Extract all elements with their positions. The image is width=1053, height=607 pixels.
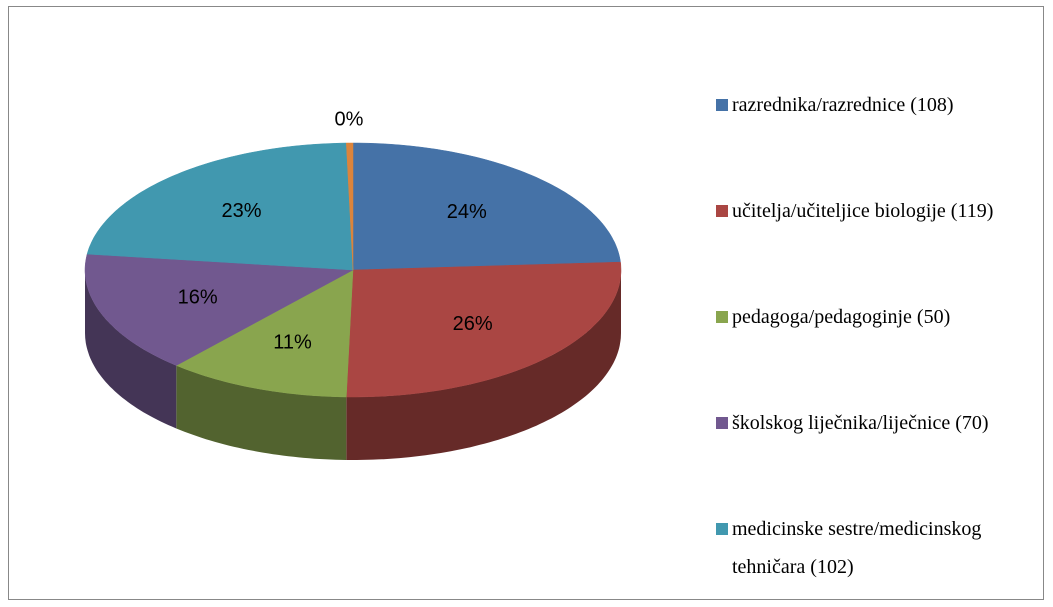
legend-label: učitelja/učiteljice biologije (119) xyxy=(732,200,994,222)
legend-item: razrednika/razrednice (108) xyxy=(716,86,1036,124)
legend-label: medicinske sestre/medicinskog tehničara … xyxy=(732,518,982,578)
data-label: 16% xyxy=(178,286,218,308)
legend-label: školskog liječnika/liječnice (70) xyxy=(732,412,989,434)
legend-swatch xyxy=(716,417,728,429)
legend: razrednika/razrednice (108) učitelja/učit… xyxy=(716,86,1036,586)
slice xyxy=(175,269,354,398)
legend-label: razrednika/razrednice (108) xyxy=(732,94,954,116)
legend-item: medicinske sestre/medicinskog tehničara … xyxy=(716,510,1036,586)
sides xyxy=(85,270,621,460)
slice xyxy=(346,142,354,271)
data-label: 23% xyxy=(221,200,261,222)
data-label: 26% xyxy=(453,313,493,335)
legend-item: školskog liječnika/liječnice (70) xyxy=(716,404,1036,442)
slice xyxy=(346,261,622,398)
data-label: 0% xyxy=(335,108,364,130)
slice-side xyxy=(85,270,177,429)
slice xyxy=(86,142,354,271)
slice-side xyxy=(176,365,347,460)
legend-swatch xyxy=(716,523,728,535)
tops xyxy=(84,142,622,398)
chart-frame xyxy=(8,6,1044,600)
slice xyxy=(84,253,354,366)
data-label: 11% xyxy=(273,332,312,354)
slice-side xyxy=(346,270,621,460)
legend-label: pedagoga/pedagoginje (50) xyxy=(732,306,951,328)
legend-item: učitelja/učiteljice biologije (119) xyxy=(716,192,1036,230)
legend-swatch xyxy=(716,205,728,217)
legend-item: pedagoga/pedagoginje (50) xyxy=(716,298,1036,336)
labels: 24% 26% 11% 16% 23% 0% xyxy=(178,108,493,353)
data-label: 24% xyxy=(447,201,487,223)
legend-swatch xyxy=(716,311,728,323)
legend-swatch xyxy=(716,99,728,111)
slice xyxy=(352,142,621,271)
